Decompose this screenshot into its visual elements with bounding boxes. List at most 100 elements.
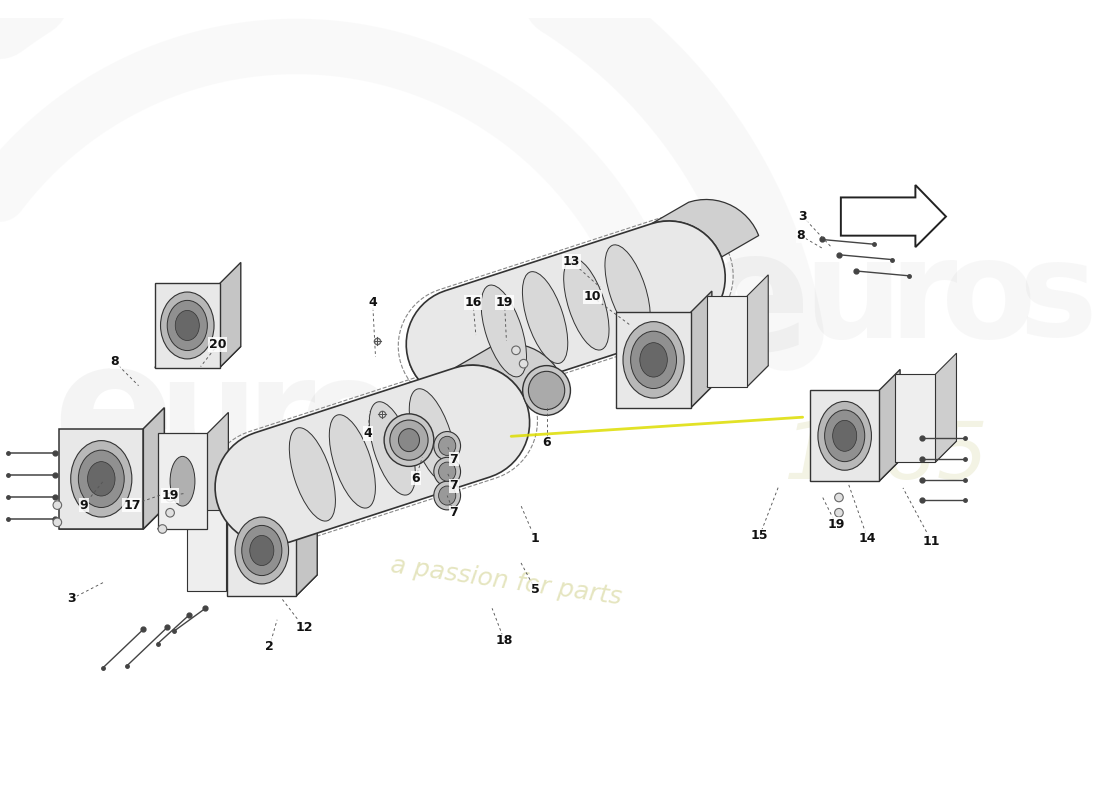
Ellipse shape	[439, 462, 455, 482]
Ellipse shape	[439, 436, 455, 455]
Ellipse shape	[833, 420, 857, 451]
Text: 6: 6	[542, 437, 551, 450]
Text: e: e	[697, 223, 811, 386]
Polygon shape	[935, 353, 957, 462]
Ellipse shape	[192, 522, 220, 578]
Ellipse shape	[250, 535, 274, 566]
Text: 5: 5	[530, 582, 539, 596]
Ellipse shape	[398, 429, 419, 451]
Polygon shape	[226, 489, 246, 591]
Ellipse shape	[605, 245, 650, 337]
Text: 10: 10	[584, 290, 602, 303]
Polygon shape	[216, 365, 529, 545]
Ellipse shape	[329, 414, 375, 508]
Ellipse shape	[88, 462, 116, 496]
Polygon shape	[840, 185, 946, 247]
Polygon shape	[228, 575, 317, 596]
Ellipse shape	[835, 509, 844, 517]
Polygon shape	[811, 460, 900, 482]
Ellipse shape	[53, 518, 62, 526]
Text: a passion for parts: a passion for parts	[389, 554, 624, 610]
Text: o: o	[942, 232, 1036, 367]
Text: s: s	[1018, 236, 1097, 363]
Ellipse shape	[439, 486, 455, 505]
Text: 19: 19	[496, 296, 514, 309]
Polygon shape	[811, 390, 879, 482]
Polygon shape	[691, 291, 712, 408]
Polygon shape	[155, 283, 220, 367]
Text: 8: 8	[110, 355, 119, 368]
Text: 15: 15	[751, 529, 769, 542]
Polygon shape	[895, 374, 935, 462]
Text: 11: 11	[923, 535, 940, 548]
Ellipse shape	[433, 458, 461, 486]
Ellipse shape	[512, 346, 520, 354]
Ellipse shape	[818, 402, 871, 470]
Ellipse shape	[53, 501, 62, 510]
Text: u: u	[803, 232, 902, 367]
Text: 19: 19	[827, 518, 845, 530]
Polygon shape	[187, 510, 225, 591]
Ellipse shape	[167, 300, 207, 350]
Ellipse shape	[370, 402, 416, 495]
Ellipse shape	[166, 493, 175, 502]
Ellipse shape	[409, 389, 455, 482]
Text: 18: 18	[496, 634, 514, 647]
Text: 6: 6	[411, 472, 420, 485]
Ellipse shape	[902, 390, 928, 446]
Polygon shape	[157, 434, 207, 529]
Ellipse shape	[433, 482, 461, 510]
Text: 1985: 1985	[783, 418, 989, 496]
Ellipse shape	[713, 312, 741, 371]
Text: 16: 16	[464, 296, 482, 309]
Text: 1: 1	[530, 532, 539, 545]
Text: 13: 13	[563, 255, 580, 268]
Polygon shape	[187, 570, 246, 591]
Polygon shape	[207, 413, 229, 529]
Polygon shape	[410, 343, 517, 401]
Ellipse shape	[522, 272, 568, 363]
Polygon shape	[454, 344, 563, 402]
Ellipse shape	[563, 258, 609, 350]
Ellipse shape	[158, 525, 167, 534]
Ellipse shape	[640, 342, 668, 377]
Text: 4: 4	[363, 427, 372, 440]
Polygon shape	[616, 312, 691, 408]
Text: r: r	[889, 232, 957, 367]
Text: u: u	[157, 352, 256, 486]
Text: 3: 3	[67, 592, 76, 606]
Ellipse shape	[165, 449, 200, 514]
Text: 4: 4	[368, 296, 377, 309]
Ellipse shape	[166, 509, 175, 517]
Ellipse shape	[161, 292, 214, 359]
Text: 17: 17	[123, 498, 141, 512]
Text: s: s	[396, 352, 480, 486]
Ellipse shape	[481, 285, 527, 377]
Ellipse shape	[170, 456, 195, 506]
Text: 7: 7	[450, 479, 459, 493]
Polygon shape	[155, 346, 241, 367]
Polygon shape	[707, 366, 768, 386]
Polygon shape	[220, 262, 241, 367]
Polygon shape	[59, 429, 143, 529]
Ellipse shape	[528, 371, 564, 410]
Text: 7: 7	[450, 506, 459, 519]
Ellipse shape	[384, 414, 433, 466]
Ellipse shape	[389, 420, 428, 460]
Ellipse shape	[289, 428, 336, 521]
Polygon shape	[895, 441, 957, 462]
Polygon shape	[157, 508, 229, 529]
Ellipse shape	[522, 366, 571, 415]
Polygon shape	[651, 199, 759, 257]
Text: 3: 3	[799, 210, 807, 223]
Ellipse shape	[242, 526, 282, 575]
Text: 2: 2	[265, 640, 274, 653]
Text: 20: 20	[209, 338, 227, 351]
Ellipse shape	[70, 441, 132, 517]
Polygon shape	[219, 486, 328, 545]
Ellipse shape	[235, 517, 288, 584]
Ellipse shape	[433, 431, 461, 460]
Text: 7: 7	[450, 453, 459, 466]
Text: 19: 19	[162, 489, 179, 502]
Ellipse shape	[519, 359, 528, 368]
